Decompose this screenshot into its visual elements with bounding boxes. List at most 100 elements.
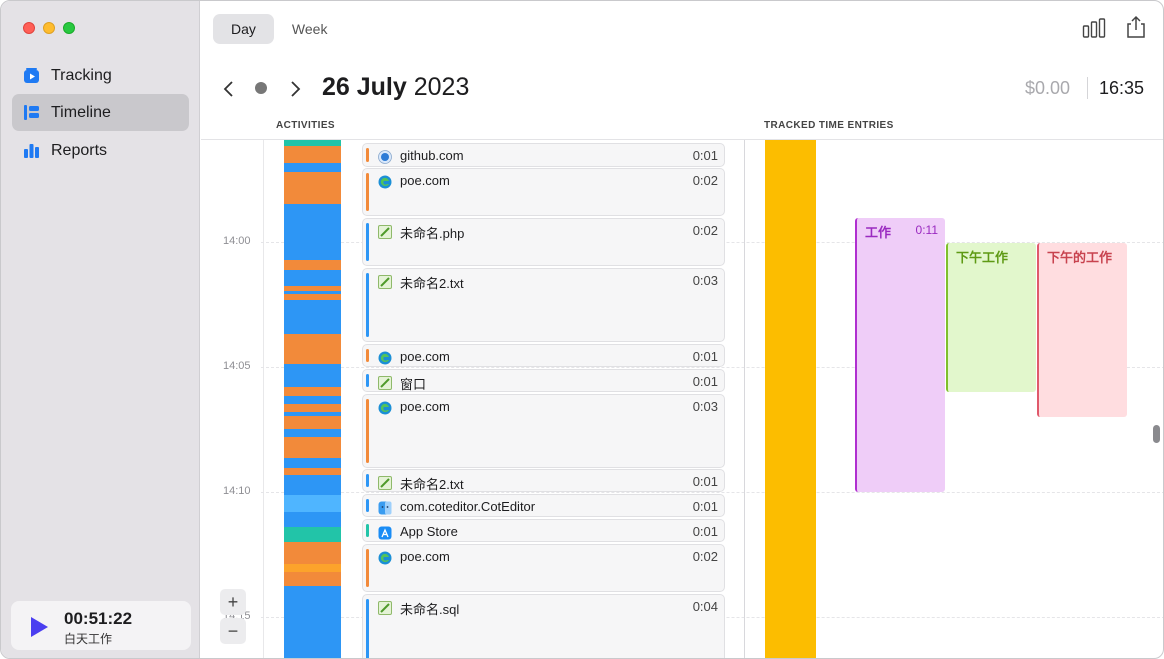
activity-segment[interactable] [284, 204, 341, 260]
activity-segment[interactable] [284, 468, 341, 475]
activity-accent [366, 148, 369, 162]
activity-segment[interactable] [284, 286, 341, 291]
edge-icon [378, 551, 392, 565]
activity-segment[interactable] [284, 260, 341, 270]
activity-segment[interactable] [284, 300, 341, 334]
zoom-out-button[interactable]: − [220, 618, 246, 644]
activity-segment[interactable] [284, 572, 341, 586]
activity-entry[interactable]: github.com 0:01 [362, 143, 725, 167]
activity-duration: 0:02 [692, 173, 718, 188]
activity-entry[interactable]: 未命名.sql 0:04 [362, 594, 725, 658]
activity-segment[interactable] [284, 334, 341, 364]
zoom-window-button[interactable] [63, 22, 75, 34]
sidebar-item-tracking[interactable]: Tracking [12, 57, 189, 94]
timeline-icon [23, 104, 40, 121]
previous-day-button[interactable] [222, 79, 240, 99]
activity-segment[interactable] [284, 387, 341, 396]
tracked-entry-name: 下午工作 [956, 250, 1009, 265]
activity-segment[interactable] [284, 416, 341, 429]
activity-duration: 0:03 [692, 399, 718, 414]
date-year: 2023 [413, 73, 470, 101]
activity-segment[interactable] [284, 412, 341, 416]
activity-segment[interactable] [284, 542, 341, 564]
activity-segment[interactable] [284, 475, 341, 495]
activity-segment[interactable] [284, 404, 341, 412]
tracked-time-bar[interactable] [765, 140, 816, 658]
activity-accent [366, 273, 369, 337]
coteditor-doc-icon [378, 376, 392, 390]
activity-entry[interactable]: poe.com 0:03 [362, 394, 725, 468]
tracked-entries-header: TRACKED TIME ENTRIES [764, 120, 894, 131]
tracked-entry[interactable]: 下午工作 [946, 243, 1036, 392]
activity-segment[interactable] [284, 146, 341, 163]
hour-label: 14:10 [223, 485, 251, 497]
activity-segment[interactable] [284, 512, 341, 527]
edge-icon [378, 351, 392, 365]
activity-segment[interactable] [284, 163, 341, 172]
activity-segment[interactable] [284, 527, 341, 542]
activity-entry[interactable]: 未命名2.txt 0:03 [362, 268, 725, 342]
activity-entry[interactable]: com.coteditor.CotEditor 0:01 [362, 494, 725, 517]
column-divider [744, 140, 745, 658]
activity-segment[interactable] [284, 564, 341, 572]
activity-accent [366, 499, 369, 512]
activity-accent [366, 173, 369, 211]
activity-accent [366, 349, 369, 362]
reports-icon [23, 142, 40, 159]
activity-entry[interactable]: poe.com 0:02 [362, 544, 725, 592]
activity-duration: 0:01 [692, 349, 718, 364]
time-axis-line [263, 140, 264, 658]
activity-entry[interactable]: poe.com 0:02 [362, 168, 725, 216]
gridline [261, 492, 1163, 493]
bar-chart-icon[interactable] [1082, 17, 1106, 39]
tab-day[interactable]: Day [213, 14, 274, 44]
activity-accent [366, 223, 369, 261]
vertical-scrollbar[interactable] [1153, 425, 1160, 443]
activity-entry[interactable]: 未命名2.txt 0:01 [362, 469, 725, 492]
activity-segment[interactable] [284, 140, 341, 146]
zoom-in-button[interactable]: + [220, 589, 246, 615]
header-divider [1087, 77, 1088, 99]
activity-segment[interactable] [284, 270, 341, 286]
tab-week[interactable]: Week [291, 21, 328, 37]
hour-label: 14:00 [223, 235, 251, 247]
running-timer-card[interactable]: 00:51:22 白天工作 [11, 601, 191, 650]
sidebar-item-timeline[interactable]: Timeline [12, 94, 189, 131]
today-button[interactable] [255, 82, 267, 94]
activity-name: 未命名2.txt [400, 276, 464, 291]
activity-segment[interactable] [284, 396, 341, 404]
activity-entry[interactable]: 窗口 0:01 [362, 369, 725, 392]
activity-name: App Store [400, 524, 458, 539]
activity-segment[interactable] [284, 291, 341, 294]
activity-segment[interactable] [284, 437, 341, 458]
timeline-area[interactable]: 14:00 14:05 14:10 14:15 [201, 140, 1163, 658]
activity-segment[interactable] [284, 294, 341, 300]
play-icon[interactable] [31, 617, 48, 637]
activity-segment[interactable] [284, 495, 341, 512]
divider [201, 139, 1163, 140]
activity-entry[interactable]: poe.com 0:01 [362, 344, 725, 367]
hour-label: 14:05 [223, 360, 251, 372]
activity-entry[interactable]: App Store 0:01 [362, 519, 725, 542]
share-icon[interactable] [1125, 15, 1149, 38]
close-window-button[interactable] [23, 22, 35, 34]
activity-segment[interactable] [284, 586, 341, 658]
activity-accent [366, 549, 369, 587]
sidebar-item-reports[interactable]: Reports [12, 132, 189, 169]
activity-name: 未命名.sql [400, 602, 460, 617]
tracked-entry[interactable]: 工作 0:11 [855, 218, 945, 492]
minimize-window-button[interactable] [43, 22, 55, 34]
activity-duration: 0:01 [692, 474, 718, 489]
activity-segment[interactable] [284, 172, 341, 204]
activity-name: github.com [400, 148, 464, 163]
sidebar-item-label: Timeline [51, 103, 111, 121]
activity-duration: 0:02 [692, 223, 718, 238]
timer-task-name: 白天工作 [64, 632, 113, 646]
next-day-button[interactable] [288, 79, 306, 99]
activity-segment[interactable] [284, 458, 341, 468]
activity-entry[interactable]: 未命名.php 0:02 [362, 218, 725, 266]
activity-segment[interactable] [284, 429, 341, 437]
tracked-entry[interactable]: 下午的工作 [1037, 243, 1127, 417]
activity-segment[interactable] [284, 364, 341, 387]
